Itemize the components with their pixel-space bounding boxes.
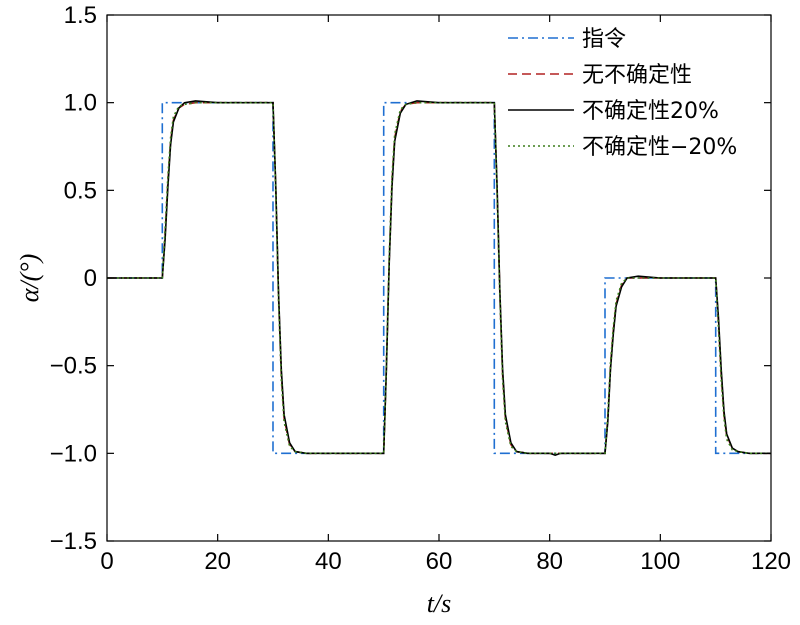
x-tick-label: 100: [640, 548, 680, 575]
x-tick-label: 40: [315, 548, 342, 575]
legend-label-4: 不确定性−20%: [582, 135, 737, 160]
ticks-layer: 0 20 40 60 80 100 120 −1.5 −1.0 −0.5 0 0.5 1.0 1.5: [50, 2, 791, 575]
y-axis-label: α/(°): [15, 254, 44, 303]
y-tick-label: −0.5: [50, 353, 97, 380]
y-tick-label: 1.0: [64, 90, 97, 117]
x-tick-label: 80: [536, 548, 563, 575]
x-tick-label: 0: [100, 548, 113, 575]
series-layer: [107, 100, 771, 456]
y-tick-label: 0.5: [64, 177, 97, 204]
x-tick-label: 60: [426, 548, 453, 575]
x-axis-label: t/s: [427, 589, 452, 618]
x-tick-label: 20: [204, 548, 231, 575]
legend-label-1: 指令: [582, 27, 626, 52]
y-tick-label: −1.5: [50, 528, 97, 555]
y-tick-label: 1.5: [64, 2, 97, 29]
legend-label-2: 无不确定性: [582, 63, 692, 88]
y-tick-label: 0: [84, 265, 97, 292]
legend-label-3: 不确定性20%: [582, 99, 719, 124]
x-tick-label: 120: [751, 548, 791, 575]
y-tick-label: −1.0: [50, 440, 97, 467]
